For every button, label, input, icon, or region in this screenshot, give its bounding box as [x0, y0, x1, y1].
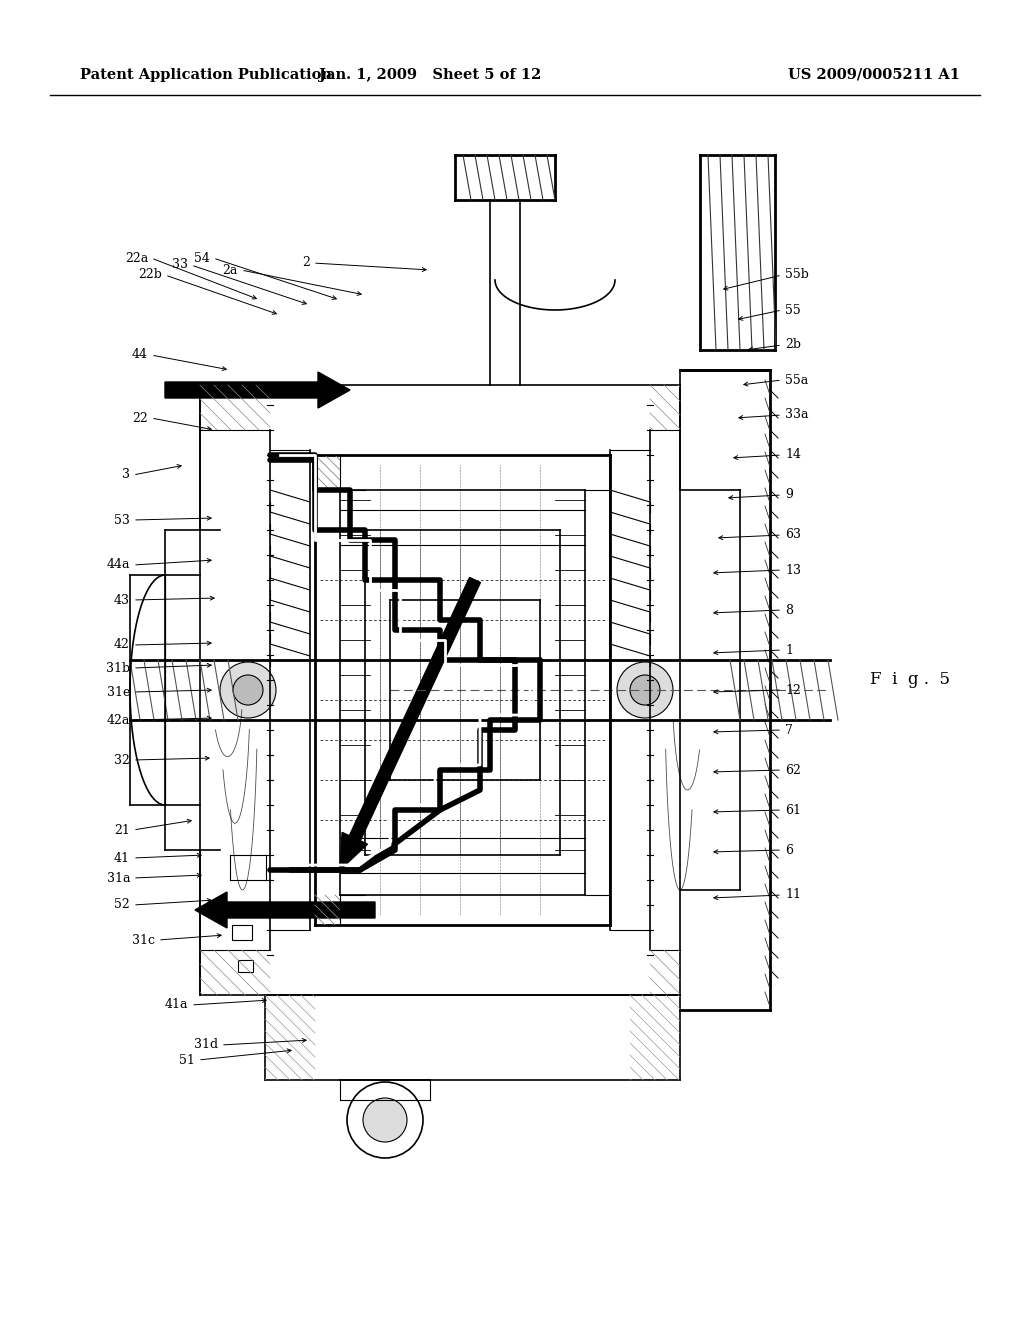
- Circle shape: [233, 675, 263, 705]
- Text: 21: 21: [114, 824, 130, 837]
- Circle shape: [220, 663, 276, 718]
- Circle shape: [362, 1098, 407, 1142]
- Text: 63: 63: [785, 528, 801, 541]
- Text: 52: 52: [115, 899, 130, 912]
- Text: 55a: 55a: [785, 374, 808, 387]
- Text: 33a: 33a: [785, 408, 809, 421]
- Text: 55: 55: [785, 304, 801, 317]
- Text: 51: 51: [179, 1053, 195, 1067]
- Text: 1: 1: [785, 644, 793, 656]
- Text: 2b: 2b: [785, 338, 801, 351]
- Text: 7: 7: [785, 723, 793, 737]
- Text: 6: 6: [785, 843, 793, 857]
- Text: Patent Application Publication: Patent Application Publication: [80, 69, 332, 82]
- Text: 22: 22: [132, 412, 148, 425]
- Text: 3: 3: [122, 469, 130, 482]
- Text: 22b: 22b: [138, 268, 162, 281]
- Text: 41a: 41a: [165, 998, 188, 1011]
- Text: 31d: 31d: [194, 1039, 218, 1052]
- Text: 43: 43: [114, 594, 130, 606]
- FancyArrow shape: [165, 372, 350, 408]
- FancyArrow shape: [340, 577, 480, 870]
- Text: 42: 42: [114, 639, 130, 652]
- Text: 12: 12: [785, 684, 801, 697]
- Text: 9: 9: [785, 488, 793, 502]
- Text: 61: 61: [785, 804, 801, 817]
- Text: 32: 32: [114, 754, 130, 767]
- Circle shape: [617, 663, 673, 718]
- Text: 31e: 31e: [106, 685, 130, 698]
- Text: 31b: 31b: [105, 661, 130, 675]
- Text: 44a: 44a: [106, 558, 130, 572]
- Text: 31a: 31a: [106, 871, 130, 884]
- Text: 2a: 2a: [222, 264, 238, 276]
- Text: Jan. 1, 2009   Sheet 5 of 12: Jan. 1, 2009 Sheet 5 of 12: [318, 69, 542, 82]
- Circle shape: [347, 1082, 423, 1158]
- Text: 22a: 22a: [125, 252, 148, 264]
- Bar: [232, 925, 252, 940]
- Text: 54: 54: [195, 252, 210, 264]
- Text: 55b: 55b: [785, 268, 809, 281]
- Text: 41: 41: [114, 851, 130, 865]
- Text: F  i  g .  5: F i g . 5: [870, 672, 950, 689]
- Text: 44: 44: [132, 348, 148, 362]
- Text: 53: 53: [114, 513, 130, 527]
- Text: 13: 13: [785, 564, 801, 577]
- Text: 2: 2: [302, 256, 310, 269]
- Text: 11: 11: [785, 888, 801, 902]
- Text: 42a: 42a: [106, 714, 130, 726]
- Text: 33: 33: [172, 259, 188, 272]
- Text: 31c: 31c: [132, 933, 155, 946]
- Bar: [238, 960, 253, 972]
- Text: 62: 62: [785, 763, 801, 776]
- Text: 8: 8: [785, 603, 793, 616]
- FancyArrow shape: [195, 892, 375, 928]
- Text: US 2009/0005211 A1: US 2009/0005211 A1: [788, 69, 961, 82]
- Circle shape: [630, 675, 660, 705]
- Text: 14: 14: [785, 449, 801, 462]
